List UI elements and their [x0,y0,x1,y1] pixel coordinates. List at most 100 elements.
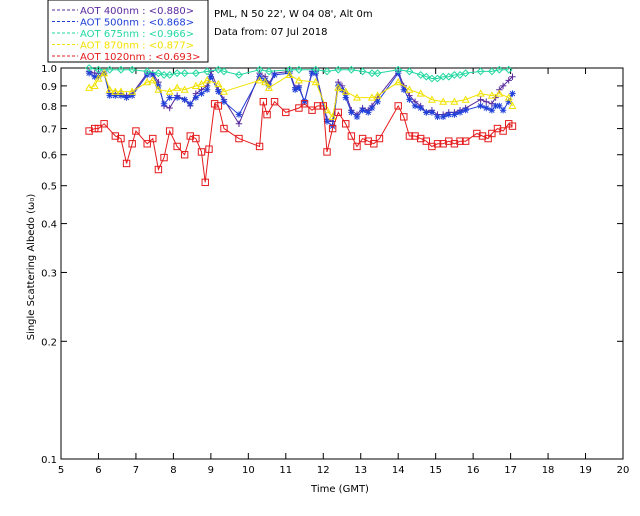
square-marker [259,97,268,106]
triangle-marker [128,87,137,95]
star-marker [496,102,503,110]
star-marker [149,71,156,79]
triangle-marker [90,81,99,89]
star-marker [106,92,113,99]
square-marker [220,124,228,133]
x-tick-label: 5 [58,465,64,476]
star-marker [451,111,458,118]
diamond-marker [504,65,513,74]
diamond-marker [265,67,273,76]
square-marker [197,148,206,156]
star-marker [166,94,173,101]
square-marker [493,124,502,133]
triangle-marker [294,76,303,84]
square-marker [342,120,350,128]
diamond-marker [368,69,376,78]
diamond-marker [461,69,470,78]
triangle-marker [219,87,229,95]
square-marker [433,140,442,148]
x-tick-label: 7 [133,465,139,476]
star-marker [439,113,447,121]
star-marker [235,111,243,118]
triangle-marker [261,77,270,86]
star-marker [348,109,355,116]
star-marker [215,88,222,95]
square-marker [478,132,487,140]
triangle-marker [191,81,200,89]
diamond-marker [191,69,200,78]
square-marker [439,140,447,148]
star-marker [499,106,507,114]
star-marker [291,86,299,93]
star-marker [203,86,211,93]
diamond-marker [285,65,294,74]
plus-marker [509,73,516,80]
plus-marker [505,77,512,84]
square-marker [461,137,470,145]
diamond-marker [476,67,485,76]
y-tick-label: 0.7 [41,125,57,136]
star-marker [342,94,349,101]
diamond-marker [323,67,331,76]
star-marker [423,109,430,116]
square-marker [91,124,99,133]
square-marker [445,137,453,145]
square-marker [85,127,93,135]
star-marker [85,69,93,77]
site-label: PML, N 50 22', W 04 08', Alt 0m [214,9,373,20]
square-marker [149,134,157,143]
square-marker [358,134,367,143]
diamond-marker [235,71,243,79]
star-marker [509,90,516,97]
y-tick-label: 0.5 [41,182,57,193]
diamond-marker [433,74,442,83]
triangle-marker [116,87,125,95]
star-marker [406,96,413,103]
square-marker [375,134,384,143]
star-marker [265,82,273,90]
triangle-marker [94,74,103,82]
star-marker [477,102,484,110]
square-marker [334,108,342,117]
star-marker [91,73,98,80]
series-3 [85,64,513,83]
star-marker [488,106,496,114]
x-tick-label: 10 [242,465,255,476]
square-marker [488,129,496,138]
triangle-marker [154,85,163,93]
square-marker [347,132,356,140]
x-tick-label: 11 [279,465,292,476]
square-marker [214,102,223,110]
diamond-marker [487,67,496,76]
star-marker [368,104,376,112]
square-marker [422,137,431,145]
triangle-marker [285,70,294,78]
square-marker [450,140,459,148]
y-tick-label: 0.4 [41,220,57,231]
square-marker [100,120,108,128]
square-marker [319,102,327,110]
square-marker [416,134,425,143]
triangle-marker [394,77,403,86]
star-marker [456,109,464,116]
star-marker [492,102,499,110]
triangle-marker [341,87,350,95]
triangle-marker [100,68,109,77]
diamond-marker [416,71,425,79]
square-marker [282,108,290,117]
x-tick-label: 16 [467,465,480,476]
triangle-marker [439,97,448,105]
square-marker [405,132,414,140]
triangle-marker [214,79,223,88]
triangle-marker [322,105,332,114]
square-marker [328,124,337,133]
x-tick-label: 14 [392,465,405,476]
square-marker [154,165,163,174]
y-tick-label: 1.0 [41,64,57,75]
diamond-marker [495,65,504,74]
triangle-marker [328,112,337,120]
triangle-marker [85,83,94,91]
triangle-marker [264,83,273,91]
diamond-marker [105,65,114,74]
